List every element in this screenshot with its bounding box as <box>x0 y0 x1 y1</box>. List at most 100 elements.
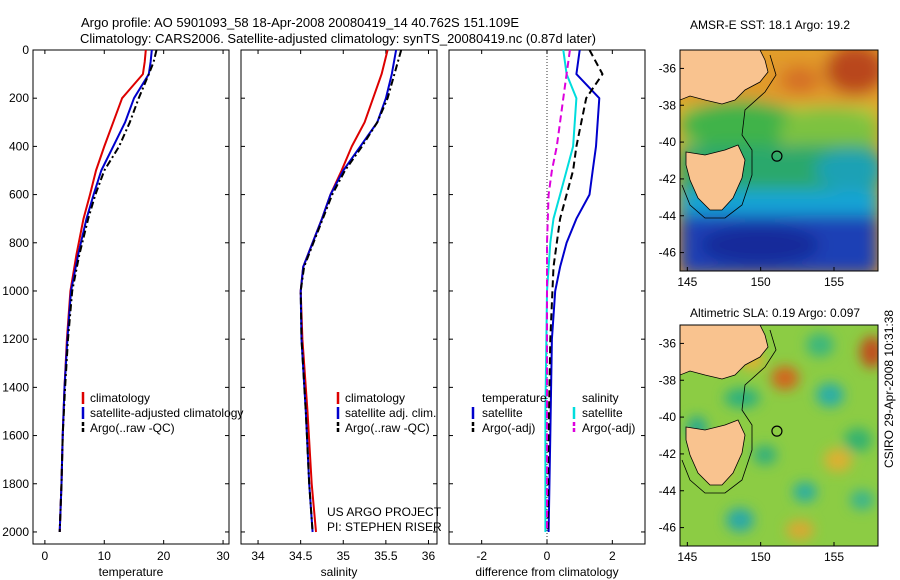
sla-low <box>724 388 760 408</box>
salinity-legend: climatology satellite adj. clim. Argo(..… <box>336 391 436 435</box>
sst-float-marker <box>771 150 783 162</box>
y-tick-label: 200 <box>9 91 29 105</box>
map-y-tick-label: -36 <box>659 61 677 75</box>
map-y-tick-label: -46 <box>659 246 677 260</box>
x-tick-label: 10 <box>98 549 112 563</box>
x-tick-label: -2 <box>476 549 487 563</box>
x-tick-label: 34 <box>251 549 265 563</box>
temperature-profile-panel: 0 10 20 30 temperature <box>33 49 230 579</box>
x-tick-label: 30 <box>216 549 230 563</box>
series-line <box>544 49 578 532</box>
map-x-tick-label: 145 <box>677 550 697 564</box>
y-tick-label: 800 <box>9 236 29 250</box>
legend-label-temp-argo: Argo(-adj) <box>482 421 535 435</box>
credit-line1: US ARGO PROJECT <box>327 505 442 519</box>
float-position-circle <box>771 150 783 162</box>
sst-map <box>680 50 878 271</box>
y-tick-label: 1600 <box>2 429 29 443</box>
y-tick-label: 400 <box>9 139 29 153</box>
temperature-legend: climatology satellite-adjusted climatolo… <box>81 391 243 435</box>
sla-mainland <box>680 325 769 380</box>
legend-label-temp-satellite: satellite <box>482 406 523 420</box>
sla-low <box>844 428 872 452</box>
map-x-tick-label: 145 <box>677 275 697 289</box>
sla-map-title: Altimetric SLA: 0.19 Argo: 0.097 <box>690 306 860 320</box>
y-tick-label: 1400 <box>2 380 29 394</box>
map-y-tick-label: -42 <box>659 447 677 461</box>
x-tick-label: 35.5 <box>374 549 398 563</box>
sst-mid-blob <box>680 100 800 150</box>
series-line <box>546 49 604 533</box>
sst-map-frame <box>679 49 879 272</box>
difference-profile-panel: -2 0 2 difference from climatology <box>449 49 645 579</box>
legend-label-argo: Argo(..raw -QC) <box>345 421 430 435</box>
x-tick-label: 0 <box>42 549 49 563</box>
sla-high <box>786 520 814 540</box>
series-line <box>299 49 403 533</box>
sla-low <box>753 445 777 465</box>
sst-hot-spot <box>825 50 878 95</box>
legend-label-climatology: climatology <box>345 391 405 405</box>
series-line <box>58 49 153 533</box>
sst-map-axes: 145 150 155 -36 -38 -40 -42 -44 -46 <box>659 61 845 289</box>
map-y-tick-label: -38 <box>659 98 677 112</box>
figure-title-line2: Climatology: CARS2006. Satellite-adjuste… <box>80 31 596 46</box>
sst-hot-spot <box>780 66 820 94</box>
sst-coldest-blob <box>700 225 820 265</box>
map-x-tick-label: 150 <box>751 275 771 289</box>
map-y-tick-label: -42 <box>659 172 677 186</box>
sla-high <box>824 448 852 472</box>
timestamp-label: CSIRO 29-Apr-2008 10:31:38 <box>882 310 896 468</box>
salinity-profile-panel: 34 34.5 35 35.5 36 salinity <box>241 49 437 579</box>
sla-low <box>793 482 817 502</box>
difference-legend: temperature satellite Argo(-adj) salinit… <box>471 391 635 435</box>
y-tick-label: 2000 <box>2 525 29 539</box>
map-y-tick-label: -36 <box>659 336 677 350</box>
y-tick-label: 600 <box>9 188 29 202</box>
map-x-tick-label: 155 <box>824 550 844 564</box>
legend-label-sal-argo: Argo(-adj) <box>582 421 635 435</box>
legend-label-satellite: satellite-adjusted climatology <box>90 406 243 420</box>
y-tick-label: 1200 <box>2 332 29 346</box>
x-tick-label: 36 <box>422 549 436 563</box>
y-tick-label: 1000 <box>2 284 29 298</box>
sla-low <box>816 383 844 407</box>
sst-shelf-contour <box>681 54 777 219</box>
sla-float-marker <box>771 425 783 437</box>
legend-label-climatology: climatology <box>90 391 150 405</box>
x-axis-label: temperature <box>99 565 164 579</box>
depth-axis-tick-labels: 0 200 400 600 800 1000 1200 1400 1600 1800 2000 <box>2 43 29 539</box>
x-axis-label: salinity <box>321 565 358 579</box>
sla-low <box>726 508 754 532</box>
float-position-circle <box>771 425 783 437</box>
legend-label-sal-satellite: satellite <box>582 406 623 420</box>
sla-high <box>860 336 878 368</box>
map-y-tick-label: -38 <box>659 373 677 387</box>
sla-low <box>806 333 834 357</box>
series-line <box>547 49 601 533</box>
x-tick-label: 34.5 <box>289 549 313 563</box>
map-y-tick-label: -46 <box>659 521 677 535</box>
sla-shelf-contour <box>681 329 777 494</box>
map-y-tick-label: -44 <box>659 484 677 498</box>
legend-label-satellite: satellite adj. clim. <box>345 406 436 420</box>
y-tick-label: 1800 <box>2 477 29 491</box>
sst-mid-blob <box>780 108 878 152</box>
series-line <box>58 49 158 533</box>
y-tick-label: 0 <box>22 43 29 57</box>
salinity-axes-frame <box>240 49 438 545</box>
map-x-tick-label: 150 <box>751 550 771 564</box>
figure-title-line1: Argo profile: AO 5901093_58 18-Apr-2008 … <box>81 15 519 30</box>
sst-map-title: AMSR-E SST: 18.1 Argo: 19.2 <box>690 18 850 32</box>
x-tick-label: 35 <box>337 549 351 563</box>
map-y-tick-label: -44 <box>659 209 677 223</box>
x-axis-label: difference from climatology <box>475 565 618 579</box>
credit-line2: PI: STEPHEN RISER <box>327 520 442 534</box>
map-y-tick-label: -40 <box>659 135 677 149</box>
map-y-tick-label: -40 <box>659 410 677 424</box>
series-line <box>299 49 398 533</box>
sla-map-frame <box>679 324 879 547</box>
sst-tasmania <box>685 144 746 211</box>
sla-map <box>680 325 878 546</box>
x-tick-label: 20 <box>157 549 171 563</box>
